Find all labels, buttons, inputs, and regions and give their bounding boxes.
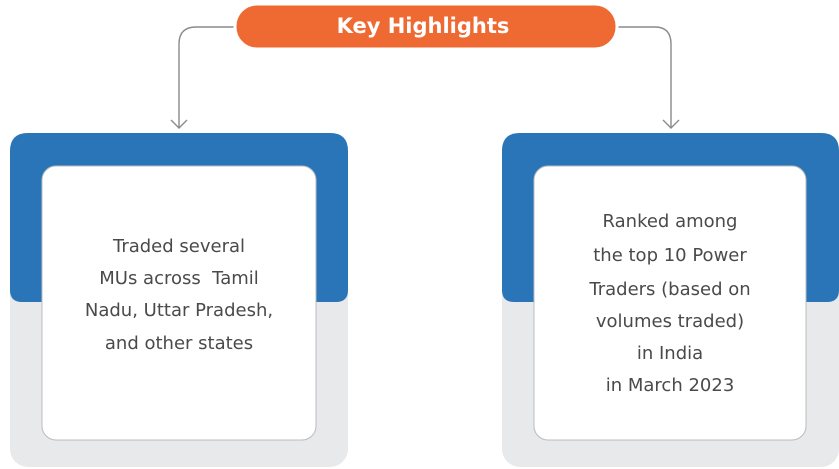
arrow-right <box>662 119 680 129</box>
card-line: and other states <box>105 333 253 354</box>
arrow-left <box>170 119 188 129</box>
title: Key Highlights <box>337 14 510 38</box>
card-line: Nadu, Uttar Pradesh, <box>85 300 273 321</box>
card-line: the top 10 Power <box>593 245 747 266</box>
title-pill <box>233 2 619 51</box>
connector-left <box>178 26 238 128</box>
card-line: Ranked among <box>603 211 738 232</box>
card-line: Traders (based on <box>588 279 750 300</box>
card-panel <box>533 165 807 441</box>
card-line: MUs across Tamil <box>99 268 259 289</box>
card-panel <box>41 165 317 441</box>
card-line: in India <box>637 343 703 364</box>
card-line: Traded several <box>112 236 245 257</box>
card-left: Traded several MUs across Tamil Nadu, Ut… <box>10 133 348 467</box>
card-line: volumes traded) <box>596 311 744 332</box>
connector-right <box>614 26 672 128</box>
card-line: in March 2023 <box>606 375 735 396</box>
card-right: Ranked among the top 10 Power Traders (b… <box>502 133 839 467</box>
